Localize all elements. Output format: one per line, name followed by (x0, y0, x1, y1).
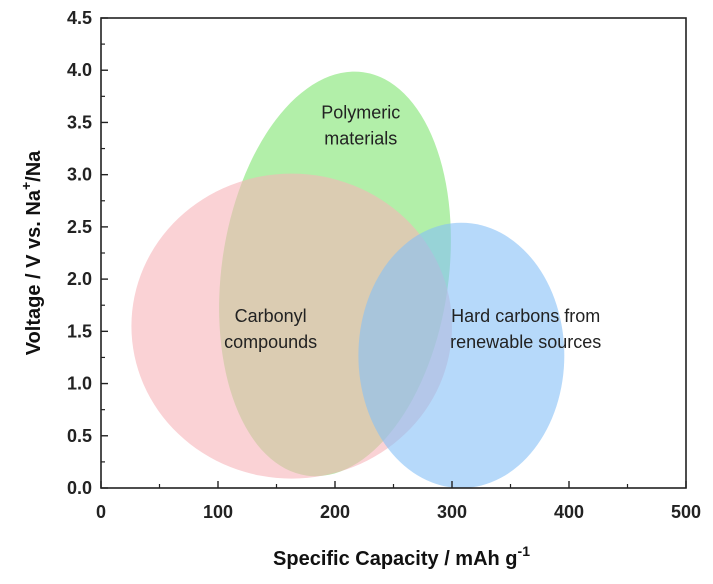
x-tick-label: 200 (320, 502, 350, 522)
y-tick-label: 4.5 (67, 8, 92, 28)
y-axis-title-part1: Voltage / V vs. Na (23, 189, 45, 355)
x-axis-title: Specific Capacity / mAh g-1 (273, 543, 530, 570)
x-tick-label: 400 (554, 502, 584, 522)
y-axis-title-part2: /Na (23, 150, 45, 182)
y-tick-label: 0.5 (67, 426, 92, 446)
y-tick-label: 3.5 (67, 112, 92, 132)
x-tick-label: 500 (671, 502, 701, 522)
region-label-hard-carbons: Hard carbons from renewable sources (450, 306, 601, 352)
region-labels: Polymeric materials Carbonyl compounds Hard … (224, 102, 601, 352)
y-tick-label: 2.5 (67, 217, 92, 237)
x-axis-title-main: Specific Capacity / mAh g (273, 548, 518, 570)
y-tick-label: 3.0 (67, 165, 92, 185)
y-tick-label: 1.5 (67, 321, 92, 341)
y-axis-title: Voltage / V vs. Na+/Na (18, 150, 45, 355)
y-tick-label: 4.0 (67, 60, 92, 80)
x-tick-label: 300 (437, 502, 467, 522)
region-label-polymeric: Polymeric materials (321, 102, 400, 148)
y-tick-label: 1.0 (67, 374, 92, 394)
x-tick-label: 100 (203, 502, 233, 522)
region-label-line: Hard carbons from (451, 306, 600, 326)
region-hard-carbons (358, 222, 565, 488)
region-label-carbonyl: Carbonyl compounds (224, 306, 317, 352)
x-axis-title-superscript: -1 (518, 543, 531, 559)
y-tick-label: 0.0 (67, 478, 92, 498)
regions-layer (131, 71, 565, 488)
ticks-layer: 0 100 200 300 400 500 0.0 0.5 1.0 1.5 2.0 2.5 3.0 3.5… (67, 8, 701, 522)
x-tick-label: 0 (96, 502, 106, 522)
y-axis-title-superscript: + (18, 182, 34, 190)
region-label-line: compounds (224, 332, 317, 352)
region-label-line: Carbonyl (235, 306, 307, 326)
region-label-line: Polymeric (321, 102, 400, 122)
region-label-line: materials (324, 128, 397, 148)
region-label-line: renewable sources (450, 332, 601, 352)
y-tick-label: 2.0 (67, 269, 92, 289)
